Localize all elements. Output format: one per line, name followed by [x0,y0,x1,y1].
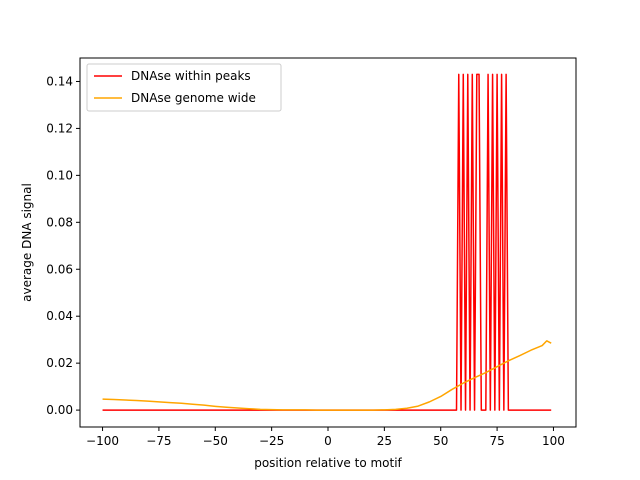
y-tick-label: 0.06 [46,262,73,276]
series-line-0 [102,73,552,411]
y-tick-label: 0.14 [46,74,73,88]
y-tick-label: 0.12 [46,121,73,135]
x-tick-label: 25 [377,434,392,448]
series-line-1 [102,340,552,411]
x-tick-label: −75 [146,434,171,448]
x-tick-label: 100 [542,434,565,448]
x-tick-label: −25 [259,434,284,448]
y-tick-label: 0.00 [46,403,73,417]
x-tick-label: 0 [324,434,332,448]
legend: DNAse within peaks DNAse genome wide [86,63,282,112]
y-tick-label: 0.08 [46,215,73,229]
x-tick-label: −100 [86,434,119,448]
x-axis-label: position relative to motif [254,456,402,470]
plot-area [102,73,552,411]
legend-box [86,63,282,112]
y-tick-label: 0.02 [46,356,73,370]
legend-label-genome-wide: DNAse genome wide [131,91,256,105]
x-tick-label: −50 [203,434,228,448]
y-tick-label: 0.04 [46,309,73,323]
legend-label-within-peaks: DNAse within peaks [131,69,251,83]
axis-ticks: −100 −75 −50 −25 0 25 50 75 100 0.00 0.02 0.04 0.06 0… [46,74,565,448]
x-tick-label: 50 [433,434,448,448]
y-axis-label: average DNA signal [20,183,34,302]
x-tick-label: 75 [489,434,504,448]
y-tick-label: 0.10 [46,168,73,182]
